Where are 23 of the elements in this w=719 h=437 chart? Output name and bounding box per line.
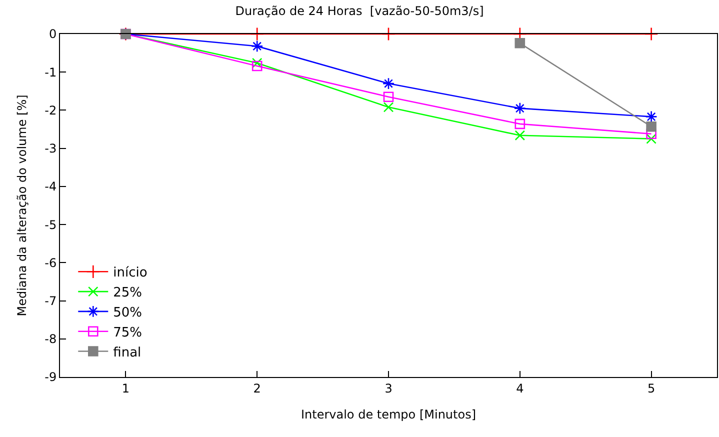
legend-label: 75%	[113, 325, 142, 340]
legend-label: final	[113, 345, 142, 360]
y-tick-label: -6	[44, 256, 57, 270]
x-tick-label: 5	[647, 381, 656, 396]
legend-label: 25%	[113, 286, 142, 301]
y-axis-title: Mediana da alteração do volume [%]	[14, 94, 29, 316]
y-tick-label: -4	[44, 180, 57, 194]
y-tick-label: -5	[44, 218, 57, 232]
x-tick-label: 3	[384, 381, 392, 396]
chart-title: Duração de 24 Horas [vazão-50-50m3/s]	[235, 4, 484, 18]
y-tick-label: -7	[44, 294, 57, 308]
x-tick-label: 1	[122, 381, 130, 396]
y-tick-label: -2	[44, 103, 57, 118]
y-tick-label: -1	[44, 65, 57, 80]
x-tick-label: 2	[253, 381, 261, 396]
legend-label: 50%	[113, 306, 142, 321]
y-tick-label: -3	[44, 142, 57, 156]
y-tick-label: -9	[44, 370, 57, 384]
y-tick-label: 0	[48, 27, 57, 42]
x-axis-title: Intervalo de tempo [Minutos]	[300, 407, 476, 422]
y-tick-label: -8	[44, 332, 57, 346]
legend-label: início	[113, 266, 148, 281]
x-tick-label: 4	[516, 381, 524, 396]
